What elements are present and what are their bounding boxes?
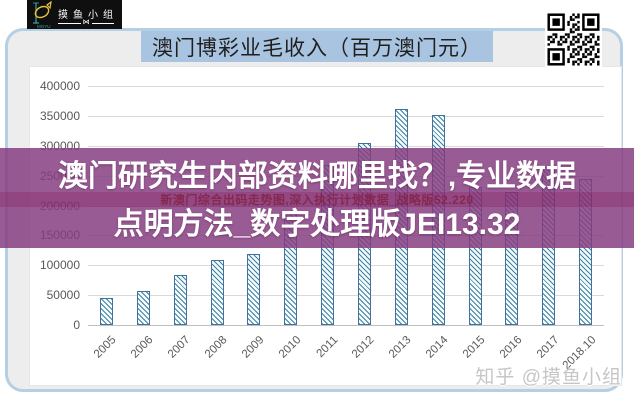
bar-2007 xyxy=(173,275,187,325)
logo-badge: MOYU 摸鱼小组 ⋈ xyxy=(27,0,122,29)
gridline xyxy=(88,145,604,147)
bar-2006 xyxy=(136,291,150,325)
y-axis-tick: 100000 xyxy=(39,258,80,273)
gridline xyxy=(88,86,604,87)
y-axis-tick: 400000 xyxy=(39,79,80,93)
qr-code xyxy=(545,11,602,68)
y-axis-tick: 0 xyxy=(73,318,80,332)
bar-2005 xyxy=(99,297,113,325)
overlay-headline-line1: 澳门研究生内部资料哪里找？,专业数据 xyxy=(57,160,577,193)
y-axis-tick: 350000 xyxy=(39,108,80,123)
overlay-watermark-band: 新澳门综合出码走势图,深入执行计划数据_战略版52.220 xyxy=(0,192,634,207)
bar-2008 xyxy=(210,260,224,325)
logo-sub-text: MOYU xyxy=(37,24,51,29)
chart-title: 澳门博彩业毛收入（百万澳门元） xyxy=(141,31,493,62)
bar-2009 xyxy=(247,253,261,325)
fish-axis-icon: MOYU xyxy=(33,0,52,29)
zhihu-watermark: 知乎 @摸鱼小组 xyxy=(475,367,622,388)
overlay-headline-line2: 点明方法_数字处理版JEI13.32 xyxy=(113,208,521,241)
logo-text: 摸鱼小组 xyxy=(58,9,118,21)
gridline xyxy=(88,325,604,326)
y-axis-tick: 50000 xyxy=(46,288,80,303)
logo-underline: ⋈ xyxy=(58,18,114,27)
gridline xyxy=(88,115,604,117)
gridline xyxy=(88,295,604,297)
gridline xyxy=(88,265,604,267)
overlay-banner: 新澳门综合出码走势图,深入执行计划数据_战略版52.220 澳门研究生内部资料哪… xyxy=(0,148,634,248)
overlay-watermark-text: 新澳门综合出码走势图,深入执行计划数据_战略版52.220 xyxy=(160,193,474,207)
small-fish-icon: ⋈ xyxy=(80,18,92,27)
chart-title-text: 澳门博彩业毛收入（百万澳门元） xyxy=(152,36,482,60)
